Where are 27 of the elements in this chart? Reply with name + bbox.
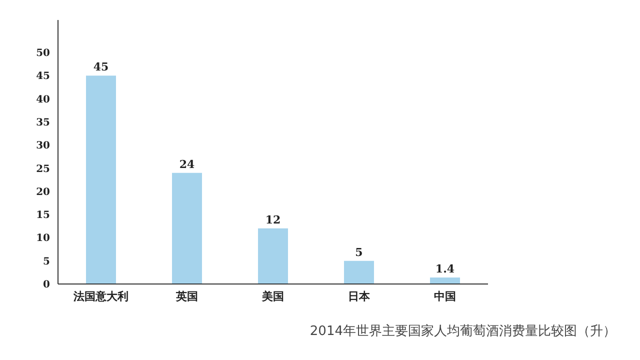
y-tick-label: 35 bbox=[36, 117, 50, 128]
x-tick-label: 法国意大利 bbox=[72, 290, 128, 303]
bar bbox=[344, 260, 374, 284]
bar bbox=[172, 172, 202, 284]
x-tick-label: 日本 bbox=[348, 290, 371, 303]
y-tick-label: 50 bbox=[36, 48, 50, 59]
y-tick-label: 40 bbox=[36, 94, 50, 106]
data-label: 45 bbox=[93, 60, 109, 74]
x-tick-label: 美国 bbox=[261, 290, 284, 303]
bar bbox=[430, 278, 460, 284]
y-tick-label: 20 bbox=[36, 186, 50, 198]
y-tick-label: 25 bbox=[36, 164, 50, 175]
data-label: 1.4 bbox=[435, 262, 455, 276]
bar bbox=[258, 228, 288, 284]
y-tick-label: 15 bbox=[36, 210, 50, 222]
y-tick-label: 10 bbox=[36, 233, 50, 244]
x-tick-label: 中国 bbox=[434, 290, 456, 303]
y-tick-label: 5 bbox=[43, 256, 50, 268]
y-tick-label: 45 bbox=[36, 71, 50, 82]
x-tick-label: 英国 bbox=[175, 290, 198, 303]
bar bbox=[86, 76, 116, 284]
data-label: 5 bbox=[355, 246, 363, 259]
y-tick-label: 0 bbox=[43, 280, 50, 291]
data-label: 24 bbox=[179, 158, 195, 171]
y-tick-label: 30 bbox=[36, 140, 50, 152]
data-label: 12 bbox=[265, 213, 281, 226]
text: 2014年世界主要国家人均葡萄酒消费量比较图（升） bbox=[308, 323, 617, 340]
